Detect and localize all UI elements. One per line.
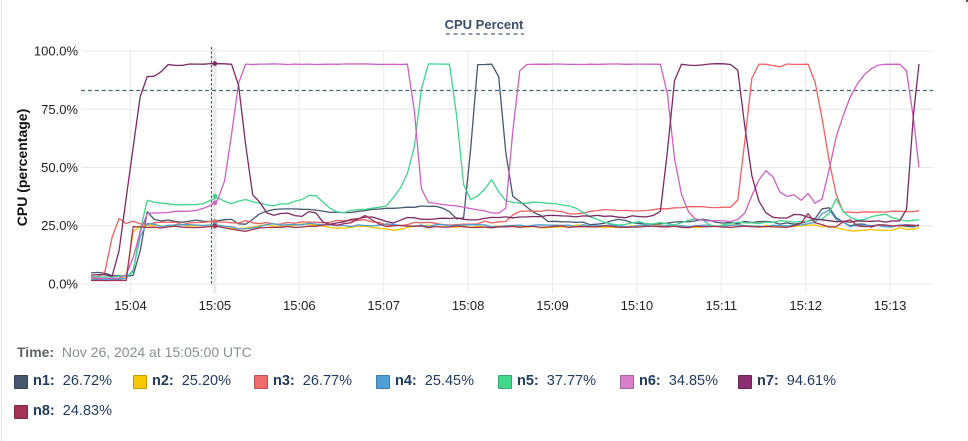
svg-text:15:13: 15:13	[874, 298, 907, 313]
svg-text:15:06: 15:06	[283, 298, 316, 313]
svg-text:25.0%: 25.0%	[41, 218, 78, 233]
svg-text:15:07: 15:07	[367, 298, 400, 313]
svg-text:15:11: 15:11	[706, 298, 738, 313]
svg-text:15:08: 15:08	[452, 298, 485, 313]
svg-text:0.0%: 0.0%	[48, 277, 78, 292]
svg-text:100.0%: 100.0%	[34, 44, 79, 59]
svg-text:15:10: 15:10	[621, 298, 654, 313]
svg-text:75.0%: 75.0%	[41, 102, 78, 117]
svg-text:15:05: 15:05	[199, 298, 232, 313]
svg-text:15:09: 15:09	[536, 298, 569, 313]
svg-text:15:04: 15:04	[114, 298, 147, 313]
svg-text:CPU (percentage): CPU (percentage)	[14, 109, 30, 226]
svg-text:15:12: 15:12	[789, 298, 822, 313]
svg-text:50.0%: 50.0%	[41, 160, 78, 175]
